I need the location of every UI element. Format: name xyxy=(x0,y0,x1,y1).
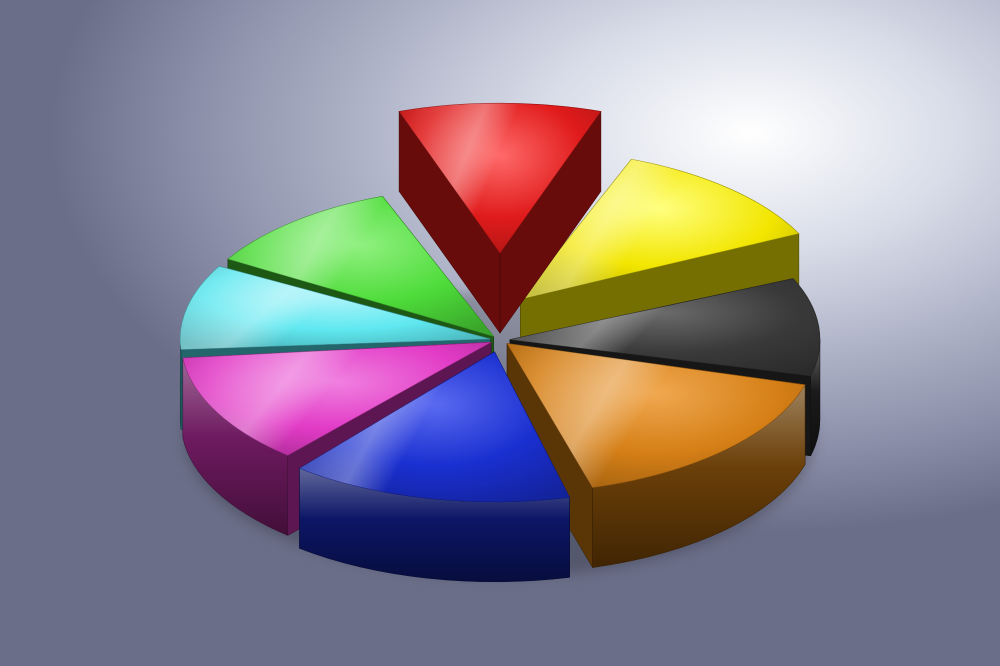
pie-chart-3d xyxy=(0,0,1000,666)
chart-container xyxy=(0,0,1000,666)
